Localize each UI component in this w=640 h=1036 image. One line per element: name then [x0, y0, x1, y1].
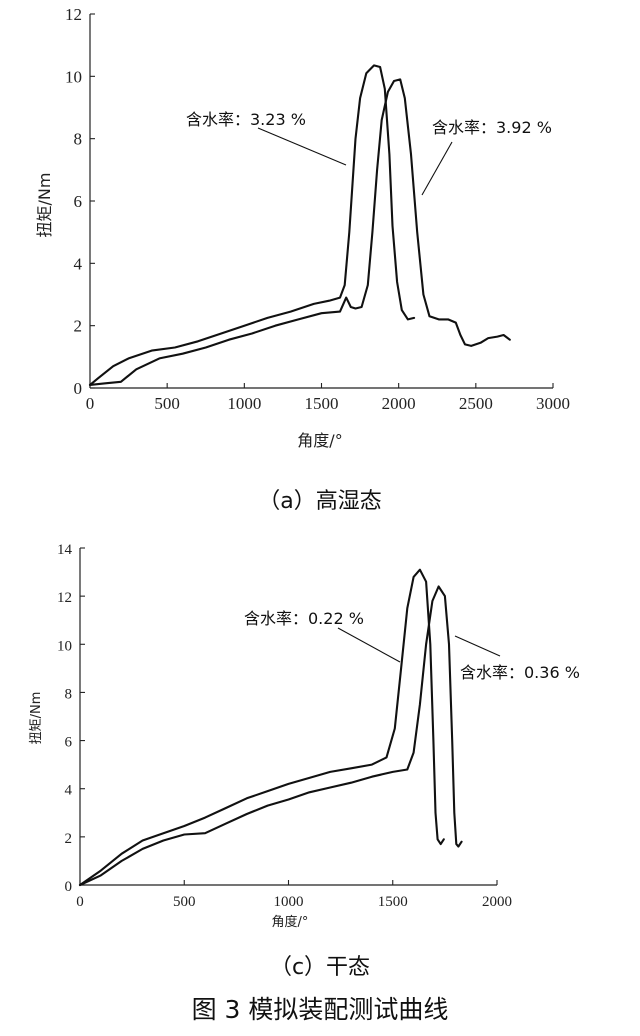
- panel-c-y-tick-label: 12: [57, 590, 72, 606]
- chart-panel-c: 0 500 1000 1500 2000 0 2 4 6 8 10 12 14 扭矩/Nm 角度/° 含…: [29, 542, 580, 980]
- figure-caption: 图 3 模拟装配测试曲线: [192, 995, 449, 1024]
- panel-c-x-axis-title: 角度/°: [272, 914, 309, 930]
- panel-a-y-tick-label: 4: [74, 254, 83, 273]
- panel-a-ticks: 0 500 1000 1500 2000 2500 3000 0 2 4 6 8 10 12: [65, 5, 570, 413]
- panel-a-axes: [89, 14, 553, 389]
- panel-a-y-tick-label: 2: [74, 317, 83, 336]
- panel-a-series: [88, 64, 511, 386]
- panel-c-y-tick-label: 10: [57, 638, 72, 654]
- panel-a-caption: （a）高湿态: [258, 489, 381, 514]
- panel-a-x-tick-label: 2000: [382, 394, 416, 413]
- panel-a-x-tick-label: 2500: [459, 394, 493, 413]
- panel-c-annotation-1: 含水率：0.22 %: [244, 609, 364, 628]
- panel-a-annotation-1: 含水率：3.23 %: [186, 110, 306, 129]
- panel-c-y-tick-label: 8: [65, 686, 73, 702]
- panel-c-series: [78, 568, 463, 887]
- panel-a-annotation-leader-1: [257, 127, 347, 166]
- panel-a-series-line-2: [88, 78, 511, 386]
- panel-c-y-tick-label: 14: [57, 542, 73, 558]
- panel-c-ticks: 0 500 1000 1500 2000 0 2 4 6 8 10 12 14: [57, 542, 512, 910]
- panel-a-x-tick-label: 0: [86, 394, 95, 413]
- panel-a-x-tick-label: 3000: [536, 394, 570, 413]
- panel-c-y-axis-title: 扭矩/Nm: [29, 692, 44, 745]
- panel-a-y-tick-label: 10: [65, 67, 82, 86]
- panel-c-series-line-2: [78, 585, 463, 887]
- panel-a-annotation-leader-2: [421, 141, 453, 196]
- panel-a-y-tick-label: 12: [65, 5, 82, 24]
- panel-c-y-tick-label: 0: [65, 879, 73, 895]
- panel-a-x-tick-label: 1000: [227, 394, 261, 413]
- panel-a-y-axis-title: 扭矩/Nm: [35, 173, 54, 238]
- panel-c-x-tick-label: 2000: [482, 894, 512, 910]
- panel-a-x-tick-label: 1500: [305, 394, 339, 413]
- panel-c-x-tick-label: 1000: [274, 894, 304, 910]
- panel-a-y-tick-label: 6: [74, 192, 83, 211]
- panel-c-y-tick-label: 6: [65, 735, 73, 751]
- panel-c-annotation-leader-2: [454, 635, 501, 657]
- panel-c-series-line-1: [78, 568, 445, 887]
- panel-c-x-tick-label: 0: [76, 894, 84, 910]
- panel-a-series-line-1: [88, 64, 416, 386]
- panel-a-x-axis-title: 角度/°: [297, 431, 342, 450]
- panel-c-annotation-2: 含水率：0.36 %: [460, 663, 580, 682]
- panel-c-x-tick-label: 1500: [378, 894, 408, 910]
- panel-a-annotation-2: 含水率：3.92 %: [432, 118, 552, 137]
- panel-c-x-tick-label: 500: [173, 894, 196, 910]
- panel-a-y-tick-label: 0: [74, 379, 83, 398]
- panel-c-y-tick-label: 4: [65, 783, 73, 799]
- panel-a-y-tick-label: 8: [74, 130, 83, 149]
- panel-c-y-tick-label: 2: [65, 831, 73, 847]
- panel-a-x-tick-label: 500: [154, 394, 180, 413]
- panel-c-caption: （c）干态: [270, 955, 370, 980]
- panel-c-annotation-leader-1: [337, 627, 401, 663]
